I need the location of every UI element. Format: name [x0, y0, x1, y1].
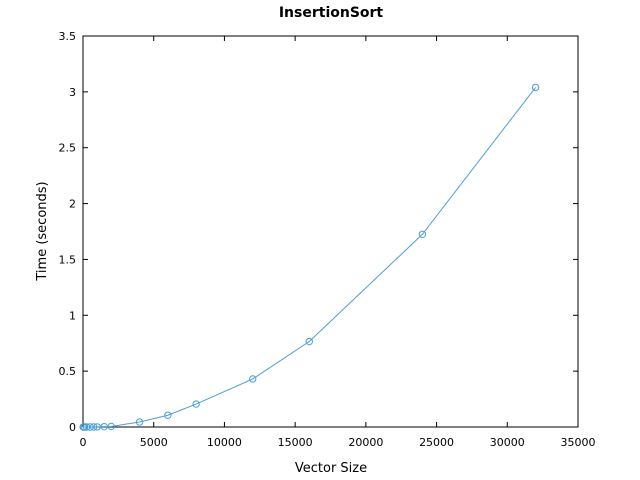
- x-tick-label: 35000: [561, 436, 596, 449]
- data-point: [107, 422, 115, 431]
- y-tick-label: 3: [69, 86, 76, 99]
- y-tick-label: 1.5: [59, 253, 77, 266]
- y-tick-label: 2: [69, 198, 76, 211]
- x-tick-label: 0: [80, 436, 87, 449]
- y-tick-label: 0: [69, 421, 76, 434]
- x-tick-label: 30000: [490, 436, 525, 449]
- data-point: [80, 423, 89, 431]
- y-tick-label: 0.5: [59, 365, 77, 378]
- y-tick-label: 1: [69, 309, 76, 322]
- data-point: [135, 418, 144, 426]
- x-tick-label: 25000: [419, 436, 454, 449]
- x-tick-label: 15000: [278, 436, 313, 449]
- data-point: [305, 337, 313, 346]
- data-point: [249, 375, 257, 383]
- series-line: [83, 87, 536, 428]
- x-axis-label: Vector Size: [295, 461, 367, 476]
- data-point: [89, 423, 98, 431]
- plot-frame: [82, 35, 579, 428]
- data-point: [82, 423, 91, 431]
- chart-title: InsertionSort: [279, 5, 384, 21]
- y-axis-label: Time (seconds): [35, 181, 50, 281]
- data-series: [79, 83, 540, 431]
- data-point: [93, 423, 101, 431]
- data-point: [418, 230, 427, 238]
- data-point: [164, 411, 172, 419]
- x-tick-label: 5000: [140, 436, 168, 449]
- data-point: [100, 422, 108, 431]
- x-axis: 0 5000 10000 15000 20000 25000 30000 35000: [80, 36, 596, 449]
- y-tick-label: 2.5: [59, 142, 77, 155]
- y-axis: 0 0.5 1 1.5 2 2.5 3 3.5: [59, 30, 578, 434]
- data-point: [531, 83, 540, 92]
- x-tick-label: 20000: [348, 436, 383, 449]
- y-tick-label: 3.5: [59, 30, 77, 43]
- data-point: [192, 400, 200, 408]
- data-point: [86, 423, 94, 431]
- x-tick-label: 10000: [207, 436, 242, 449]
